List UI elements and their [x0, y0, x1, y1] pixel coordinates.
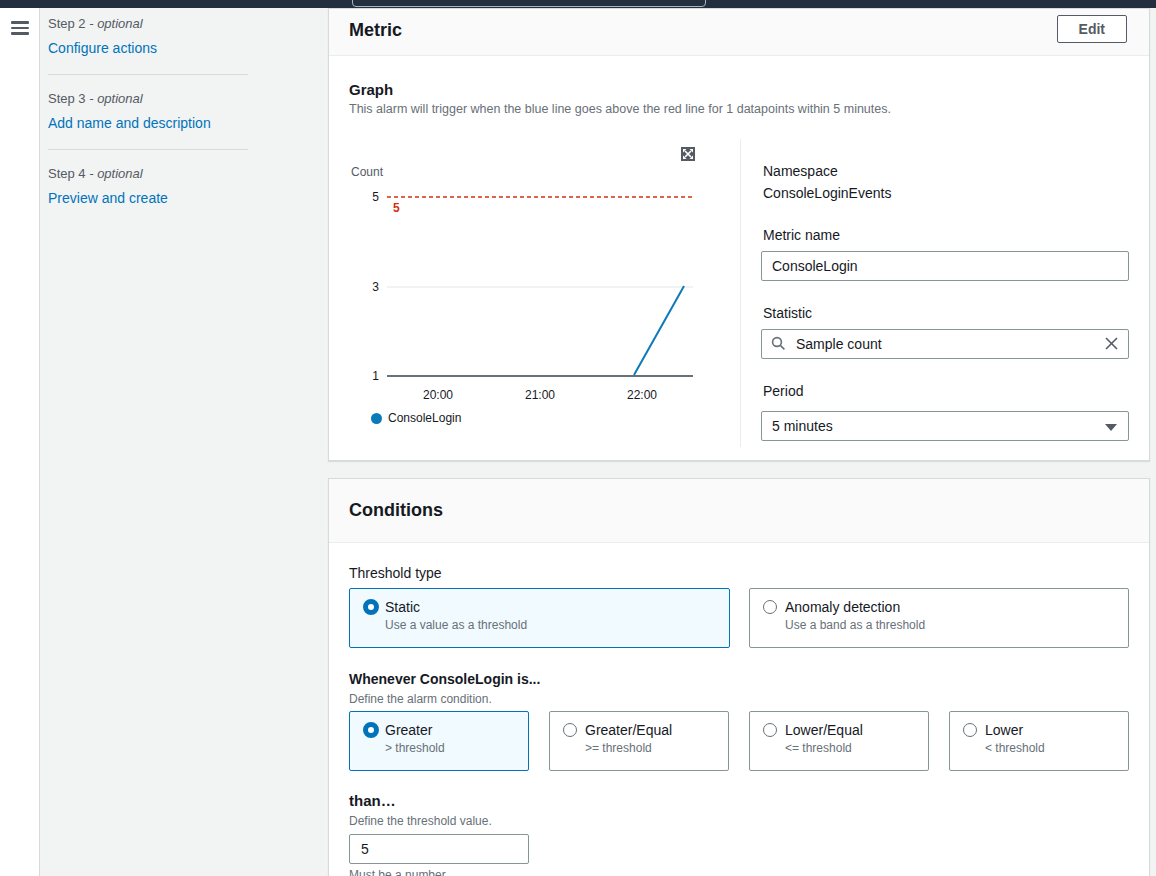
- top-navigation-bar: [0, 0, 1156, 8]
- threshold-line-label: 5: [393, 201, 400, 215]
- namespace-value: ConsoleLoginEvents: [763, 185, 891, 201]
- metric-chart[interactable]: [387, 191, 693, 383]
- period-selected-value: 5 minutes: [772, 418, 833, 434]
- graph-description: This alarm will trigger when the blue li…: [349, 102, 891, 116]
- step-label: Step 3 - optional: [48, 91, 248, 106]
- expand-chart-icon[interactable]: [681, 147, 695, 161]
- step-item: Step 4 - optional Preview and create: [48, 166, 248, 206]
- threshold-value-input[interactable]: [349, 834, 529, 864]
- step-link-add-name-description[interactable]: Add name and description: [48, 115, 248, 131]
- legend-label: ConsoleLogin: [388, 411, 461, 425]
- metric-card-header: Metric Edit: [329, 9, 1149, 56]
- conditions-card-header: Conditions: [329, 479, 1149, 543]
- threshold-hint: Must be a number: [349, 868, 446, 876]
- metric-name-label: Metric name: [763, 227, 840, 243]
- namespace-label: Namespace: [763, 163, 838, 179]
- step-link-configure-actions[interactable]: Configure actions: [48, 40, 248, 56]
- hamburger-menu-icon[interactable]: [11, 21, 29, 35]
- radio-greater-equal[interactable]: [563, 723, 577, 737]
- y-tick-3: 3: [359, 280, 379, 294]
- conditions-card-title: Conditions: [349, 500, 443, 520]
- edit-button[interactable]: Edit: [1057, 15, 1127, 43]
- condition-description: Define the alarm condition.: [349, 692, 492, 706]
- y-tick-5: 5: [359, 190, 379, 204]
- condition-option-lower-equal[interactable]: Lower/Equal <= threshold: [749, 711, 929, 771]
- threshold-type-label: Threshold type: [349, 565, 442, 581]
- radio-anomaly-detection[interactable]: [763, 600, 777, 614]
- than-label: than…: [349, 792, 396, 809]
- collapsed-sidebar: [0, 8, 40, 876]
- x-tick-2200: 22:00: [620, 388, 664, 402]
- legend-color-dot: [371, 413, 382, 424]
- metric-name-input[interactable]: [761, 251, 1129, 281]
- y-axis-unit-label: Count: [351, 165, 383, 179]
- metric-card-title: Metric: [349, 20, 402, 40]
- navbar-search-input[interactable]: [352, 0, 706, 7]
- step-item: Step 3 - optional Add name and descripti…: [48, 91, 248, 131]
- chevron-down-icon: [1105, 424, 1117, 431]
- step-link-preview-create[interactable]: Preview and create: [48, 190, 248, 206]
- condition-option-greater[interactable]: Greater > threshold: [349, 711, 529, 771]
- search-icon: [771, 336, 786, 351]
- x-tick-2000: 20:00: [416, 388, 460, 402]
- column-divider: [740, 139, 741, 447]
- chart-legend[interactable]: ConsoleLogin: [371, 411, 461, 425]
- than-description: Define the threshold value.: [349, 814, 492, 828]
- x-tick-2100: 21:00: [518, 388, 562, 402]
- divider: [48, 149, 248, 150]
- metric-section: Metric Edit Graph This alarm will trigge…: [328, 8, 1150, 461]
- radio-static[interactable]: [363, 599, 379, 615]
- statistic-input[interactable]: [761, 329, 1129, 359]
- divider: [48, 74, 248, 75]
- radio-lower-equal[interactable]: [763, 723, 777, 737]
- condition-label: Whenever ConsoleLogin is...: [349, 671, 540, 687]
- graph-heading: Graph: [349, 81, 393, 98]
- condition-option-lower[interactable]: Lower < threshold: [949, 711, 1129, 771]
- period-label: Period: [763, 383, 803, 399]
- y-tick-1: 1: [359, 369, 379, 383]
- statistic-search-field: [761, 329, 1129, 359]
- statistic-label: Statistic: [763, 305, 812, 321]
- threshold-option-static[interactable]: Static Use a value as a threshold: [349, 588, 730, 648]
- radio-lower[interactable]: [963, 723, 977, 737]
- conditions-section: Conditions Threshold type Static Use a v…: [328, 478, 1150, 876]
- threshold-option-anomaly-detection[interactable]: Anomaly detection Use a band as a thresh…: [749, 588, 1129, 648]
- step-label: Step 2 - optional: [48, 16, 248, 31]
- step-label: Step 4 - optional: [48, 166, 248, 181]
- condition-option-greater-equal[interactable]: Greater/Equal >= threshold: [549, 711, 729, 771]
- radio-greater[interactable]: [363, 722, 379, 738]
- period-select[interactable]: 5 minutes: [761, 411, 1129, 441]
- clear-icon[interactable]: [1105, 337, 1118, 350]
- step-item: Step 2 - optional Configure actions: [48, 16, 248, 56]
- wizard-steps-nav: Step 2 - optional Configure actions Step…: [48, 16, 248, 223]
